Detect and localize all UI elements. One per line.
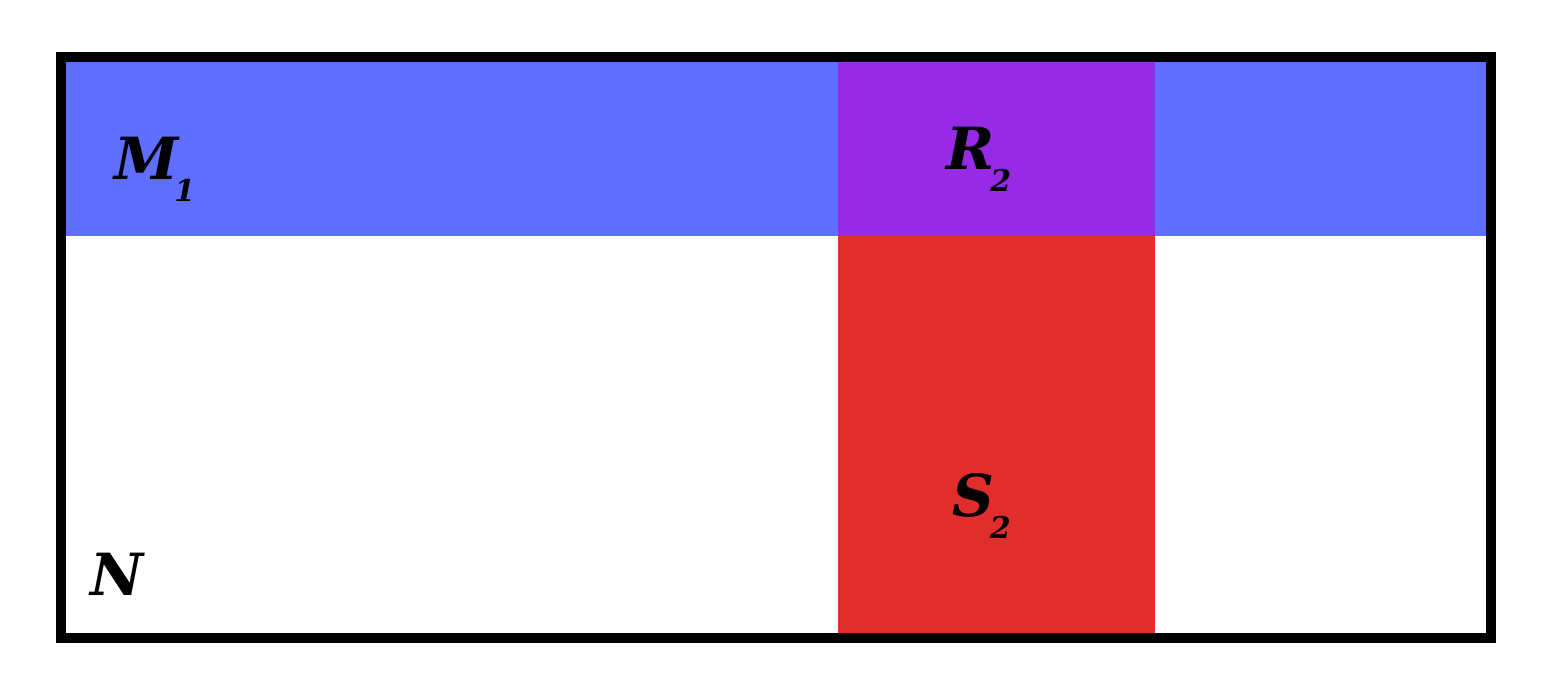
diagram-frame: M1 R2 S2 N xyxy=(56,52,1496,643)
label-s2: S2 xyxy=(952,467,1011,544)
label-s2-letter: S xyxy=(952,462,994,530)
label-s2-subscript: 2 xyxy=(989,511,1011,546)
region-r2 xyxy=(838,62,1155,236)
label-m1-subscript: 1 xyxy=(174,174,196,209)
label-n-letter: N xyxy=(90,541,144,609)
label-m1-letter: M xyxy=(114,125,179,193)
label-r2-subscript: 2 xyxy=(990,164,1012,199)
region-m1 xyxy=(66,62,1486,236)
label-m1: M1 xyxy=(114,130,195,207)
label-r2-letter: R xyxy=(946,115,995,183)
label-n: N xyxy=(90,546,143,604)
label-r2: R2 xyxy=(946,120,1011,197)
